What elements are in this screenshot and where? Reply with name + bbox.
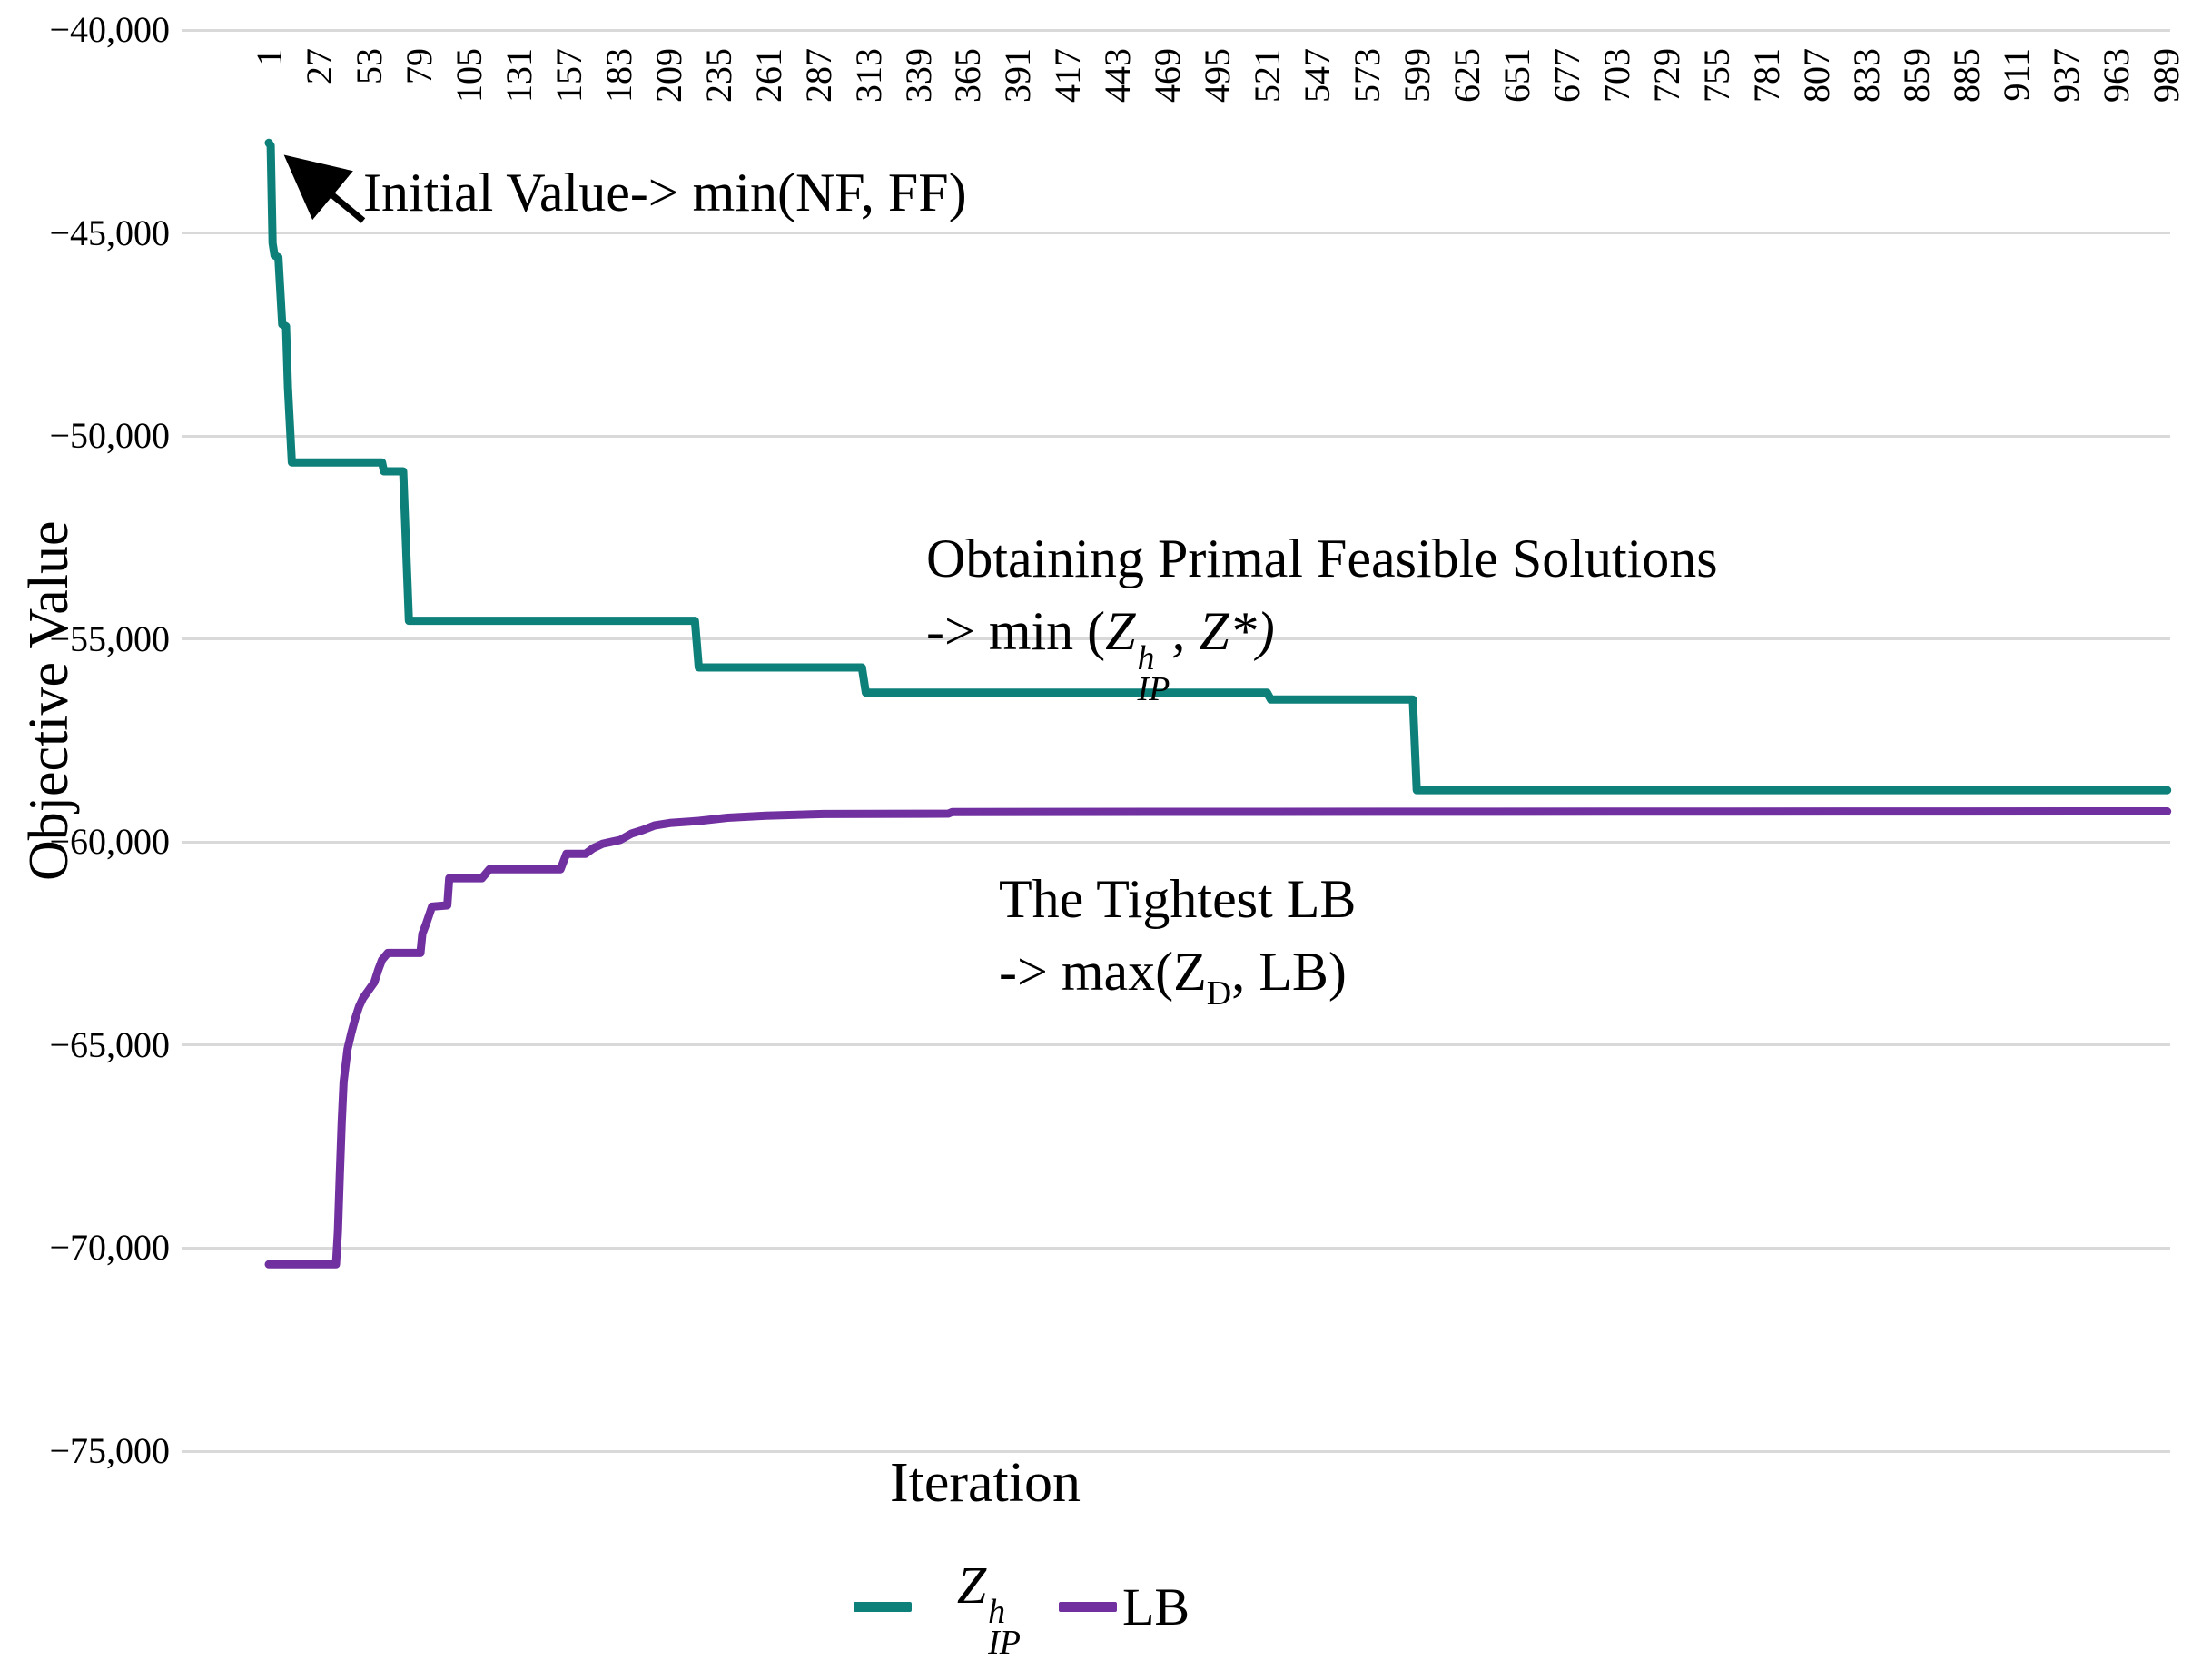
legend-lb-dash-icon [1059, 1601, 1117, 1612]
annotation-primal-line1: Obtaining Primal Feasible Solutions [926, 529, 1718, 588]
y-gridline [182, 1043, 2170, 1047]
y-gridline [182, 232, 2170, 235]
annotation-lb-line2: -> max(ZD, LB) [999, 942, 1347, 1013]
annotation-primal-line2: -> min (Z h IP, Z*) [926, 601, 1275, 708]
y-gridline [182, 28, 2170, 32]
annotation-initial-value: Initial Value-> min(NF, FF) [363, 163, 967, 222]
y-gridline [182, 637, 2170, 641]
series-lb-line [264, 807, 2172, 1269]
y-tick-label: −55,000 [49, 618, 170, 659]
y-gridline [182, 434, 2170, 438]
y-tick-label: −60,000 [49, 821, 170, 863]
y-gridline [182, 1246, 2170, 1250]
legend-lb-label: LB [1122, 1576, 1190, 1636]
y-axis-title: Objective Value [18, 520, 80, 881]
y-tick-label: −45,000 [49, 212, 170, 253]
y-tick-label: −75,000 [49, 1430, 170, 1471]
y-tick-label: −70,000 [49, 1227, 170, 1269]
annotation-tightest-lb: The Tightest LB -> max(ZD, LB) [999, 863, 1356, 1030]
x-axis-title: Iteration [889, 1452, 1081, 1514]
y-tick-label: −40,000 [49, 9, 170, 50]
y-tick-label: −65,000 [49, 1023, 170, 1065]
annotation-lb-line1: The Tightest LB [999, 869, 1357, 929]
y-tick-label: −50,000 [49, 415, 170, 457]
y-gridline [182, 840, 2170, 844]
legend-zip-dash-icon [853, 1601, 912, 1612]
annotation-primal-feasible: Obtaining Primal Feasible Solutions -> m… [926, 522, 1718, 708]
series-zip-line [264, 138, 2172, 795]
y-gridline [182, 1449, 2170, 1453]
